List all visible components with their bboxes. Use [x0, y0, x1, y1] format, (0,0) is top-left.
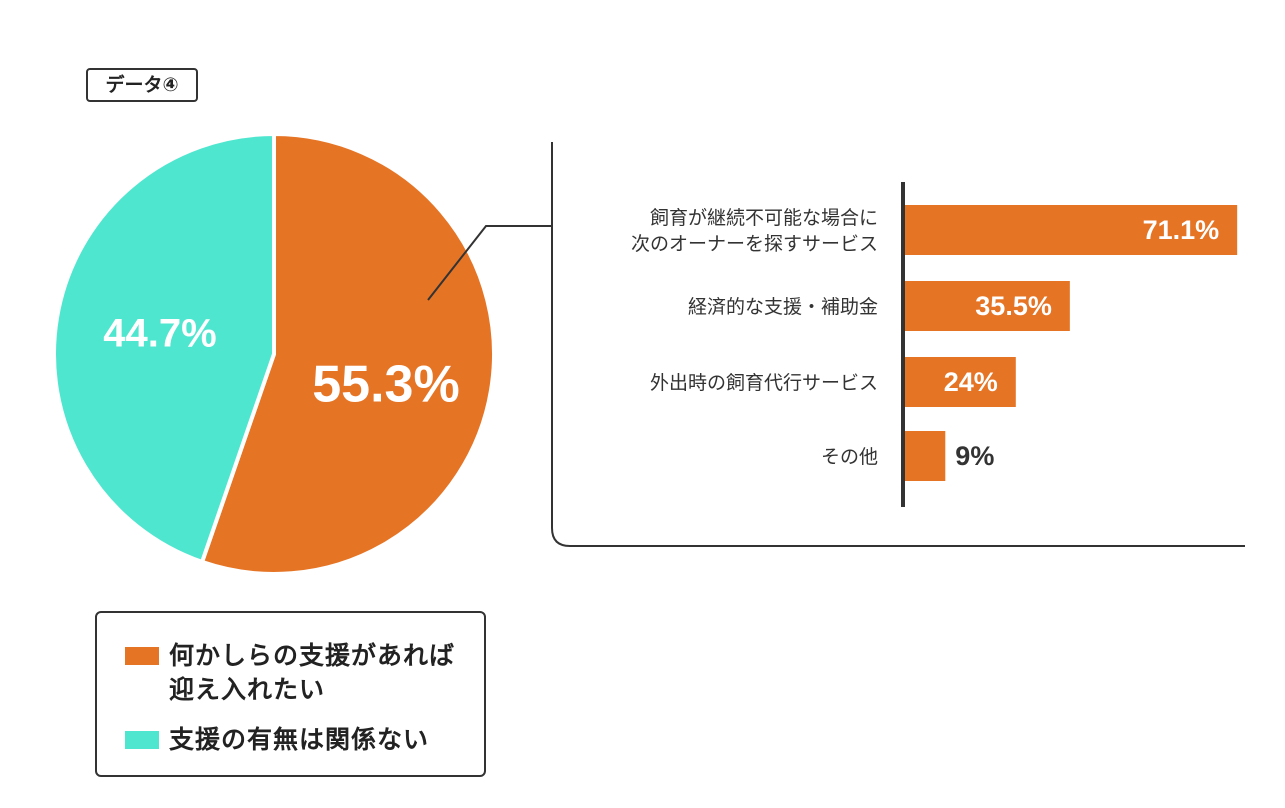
legend-swatch: [125, 731, 159, 749]
legend-item-support-wanted: 何かしらの支援があれば 迎え入れたい: [125, 639, 479, 707]
legend-item-support-irrelevant: 支援の有無は関係ない: [125, 723, 479, 757]
bar: [903, 205, 1238, 255]
data-tag: データ④: [86, 68, 198, 102]
bar-chart: 71.1% 飼育が継続不可能な場合に次のオーナーを探すサービス 35.5% 経済的な支…: [551, 142, 1245, 547]
bar-category-label: 経済的な支援・補助金: [688, 296, 878, 318]
leader-line: [427, 225, 552, 301]
pie-slice-label: 44.7%: [103, 312, 216, 356]
legend-swatch: [125, 647, 159, 665]
pie-legend: 何かしらの支援があれば 迎え入れたい 支援の有無は関係ない: [95, 611, 486, 777]
bar-value-label: 71.1%: [1143, 215, 1220, 245]
pie-slice: [52, 131, 276, 565]
legend-label: 支援の有無は関係ない: [169, 725, 430, 754]
pie-slice-label: 55.3%: [312, 356, 459, 414]
pie-chart: 55.3% 44.7%: [52, 131, 552, 576]
bar: [903, 281, 1070, 331]
breakdown-frame: [551, 142, 1245, 547]
bar: [903, 357, 1016, 407]
bar-category-label: その他: [821, 446, 878, 468]
bar-value-label: 35.5%: [975, 291, 1052, 321]
bar: [903, 431, 946, 481]
bar-value-label: 9%: [955, 441, 994, 471]
bar-value-label: 24%: [944, 367, 998, 397]
bar-category-label: 飼育が継続不可能な場合に次のオーナーを探すサービス: [631, 207, 878, 255]
bar-category-label: 外出時の飼育代行サービス: [650, 372, 878, 394]
legend-label: 何かしらの支援があれば 迎え入れたい: [169, 641, 456, 704]
